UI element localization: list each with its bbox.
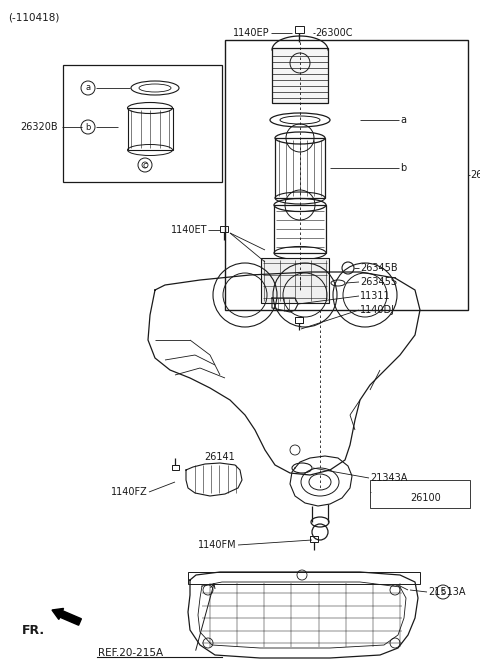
Text: 1140FZ: 1140FZ [111, 487, 148, 497]
Text: 26300: 26300 [470, 170, 480, 180]
Bar [225, 40, 468, 310]
Text: 26345S: 26345S [360, 277, 397, 287]
FancyArrow shape [52, 609, 82, 625]
Text: 26320B: 26320B [20, 122, 58, 132]
Text: b: b [400, 163, 406, 173]
Bar [172, 465, 179, 470]
Text: 21343A: 21343A [370, 473, 408, 483]
Text: 26345B: 26345B [360, 263, 397, 273]
Bar [128, 108, 173, 150]
Text: 26141: 26141 [204, 452, 235, 462]
Bar [188, 572, 420, 584]
Bar [220, 226, 228, 232]
Bar [274, 205, 326, 253]
Text: 1140EP: 1140EP [233, 28, 270, 38]
Text: FR.: FR. [22, 623, 45, 637]
Bar [295, 317, 303, 323]
Text: 1140ET: 1140ET [170, 225, 207, 235]
Text: 1140DJ: 1140DJ [360, 305, 395, 315]
Bar [275, 138, 325, 198]
Text: a: a [85, 83, 91, 93]
Text: 11311: 11311 [360, 291, 391, 301]
Bar [295, 26, 304, 33]
Text: 26100: 26100 [410, 493, 441, 503]
Text: a: a [400, 115, 406, 125]
Text: b: b [85, 123, 91, 132]
Text: c: c [143, 160, 147, 170]
Text: 1140FM: 1140FM [198, 540, 237, 550]
Bar [261, 258, 329, 303]
Text: REF.20-215A: REF.20-215A [98, 648, 163, 658]
Bar [272, 48, 328, 103]
Text: 26300C: 26300C [315, 28, 352, 38]
Text: 21513A: 21513A [428, 587, 466, 597]
Text: c: c [441, 588, 445, 597]
Text: (-110418): (-110418) [8, 13, 60, 23]
Bar [370, 480, 470, 508]
Bar [310, 536, 318, 542]
Bar [63, 65, 222, 182]
